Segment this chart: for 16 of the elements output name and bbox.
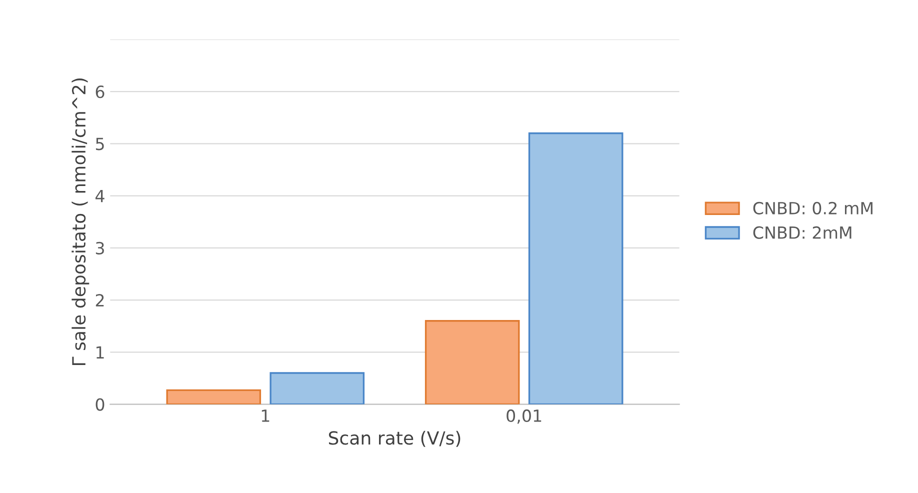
y-tick-label: 4: [96, 190, 104, 202]
y-tick-label: 3: [96, 242, 104, 254]
x-tick-label: 0,01: [506, 409, 542, 424]
y-tick-label: 1: [96, 346, 104, 358]
y-axis-title: Γ sale depositato ( nmoli/cm^2): [72, 78, 90, 365]
bar: [528, 132, 624, 404]
y-tick-label: 0: [96, 398, 104, 411]
y-tick-label: 5: [96, 138, 104, 150]
legend-label: CNBD: 0.2 mM: [753, 202, 872, 214]
x-axis-title: Scan rate (V/s): [328, 430, 460, 447]
bar: [166, 389, 262, 404]
legend-label: CNBD: 2mM: [753, 226, 852, 239]
bar: [270, 372, 365, 404]
y-tick-label: 6: [96, 86, 104, 98]
y-tick-label: 2: [96, 294, 104, 306]
bar: [424, 320, 520, 404]
